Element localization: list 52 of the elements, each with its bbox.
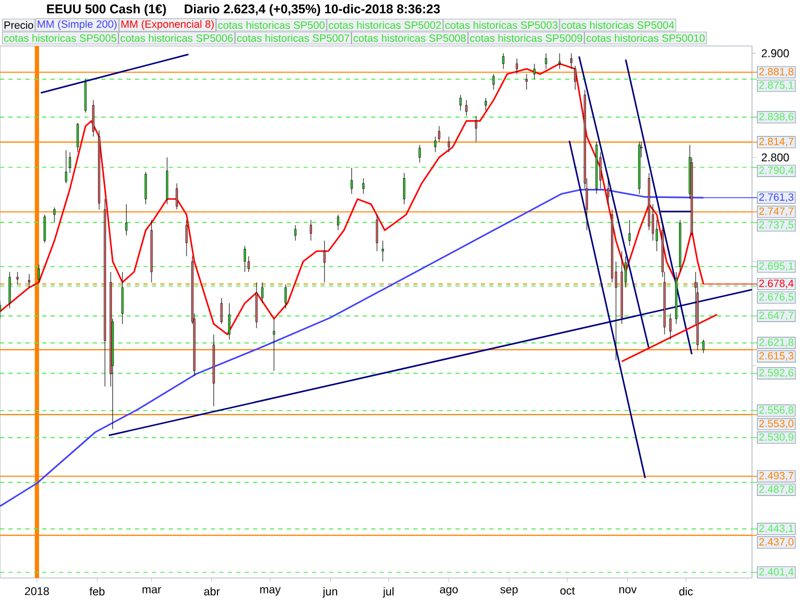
x-tick-label: oct	[560, 587, 575, 595]
text: MM (Exponencial 8)	[121, 20, 214, 30]
text: cotas historicas SP5006	[120, 34, 233, 42]
ref-line-label: 2.737,5	[759, 220, 794, 230]
x-tick-label: jul	[382, 587, 394, 598]
annotation: 2.761,3	[759, 193, 794, 202]
x-tick-label: sep	[500, 587, 518, 596]
x-tick-label: jun	[322, 587, 338, 598]
y-tick-label: 2.900	[762, 49, 789, 58]
text: Precio	[4, 21, 34, 29]
text: cotas historicas SP5005	[4, 34, 116, 42]
text: MM (Simple 200)	[38, 20, 117, 30]
ref-line-label: 2.676,5	[759, 293, 794, 302]
ref-line-label: 2.747,7	[759, 207, 794, 216]
chart-subtitle: Diario 2.623,4 (+0,35%) 10-dic-2018 8:36:23	[184, 4, 440, 16]
ref-line-label: 2.621,8	[759, 338, 794, 348]
ref-line-label: 2.814,7	[759, 138, 794, 146]
text: cotas historicas SP5009	[470, 34, 582, 42]
x-tick-label: feb	[90, 587, 104, 596]
text: cotas historicas SP5007	[237, 34, 350, 42]
ref-line-label: 2.443,1	[759, 524, 794, 534]
ref-line-label: 2.530,9	[759, 433, 794, 442]
ref-line-label: 2.592,6	[759, 368, 794, 378]
ref-line-label: 2.615,3	[759, 352, 794, 361]
ref-line-label: 2.553,0	[759, 420, 794, 428]
ref-line-label: 2.875,1	[759, 81, 794, 90]
ref-line-label: 2.695,1	[759, 262, 794, 271]
x-tick-label: may	[260, 587, 281, 596]
x-tick-label: nov	[619, 587, 637, 594]
ref-line-label: 2.790,4	[759, 166, 794, 176]
ref-line-label: 2.881,8	[759, 68, 794, 77]
ref-line-label: 2.487,8	[759, 485, 794, 494]
x-tick-label: abr	[204, 587, 220, 596]
x-tick-label: dic	[679, 587, 693, 596]
x-tick-label: ago	[440, 587, 458, 596]
x-tick-label: 2018	[24, 587, 49, 596]
text: cotas historicas SP5004	[562, 21, 674, 29]
ref-line-label: 2.493,7	[759, 472, 794, 481]
ref-line-label: 2.437,0	[759, 538, 794, 547]
ref-line-label: 2.401,4	[759, 568, 794, 577]
text: cotas historicas SP50010	[586, 34, 705, 42]
text: cotas historicas SP5002	[328, 21, 441, 29]
text: cotas historicas SP5008	[354, 34, 466, 42]
annotation: 2.678,4	[759, 280, 794, 288]
text: cotas historicas SP5003	[445, 21, 558, 29]
y-tick-label: 2.800	[762, 153, 789, 162]
chart-title: EEUU 500 Cash (1€)	[47, 4, 166, 16]
ref-line-label: 2.647,7	[759, 312, 794, 320]
ref-line-label: 2.556,8	[759, 406, 794, 415]
text: cotas historicas SP500	[218, 21, 325, 29]
ref-line-label: 2.838,6	[759, 112, 794, 122]
x-tick-label: mar	[142, 587, 162, 594]
